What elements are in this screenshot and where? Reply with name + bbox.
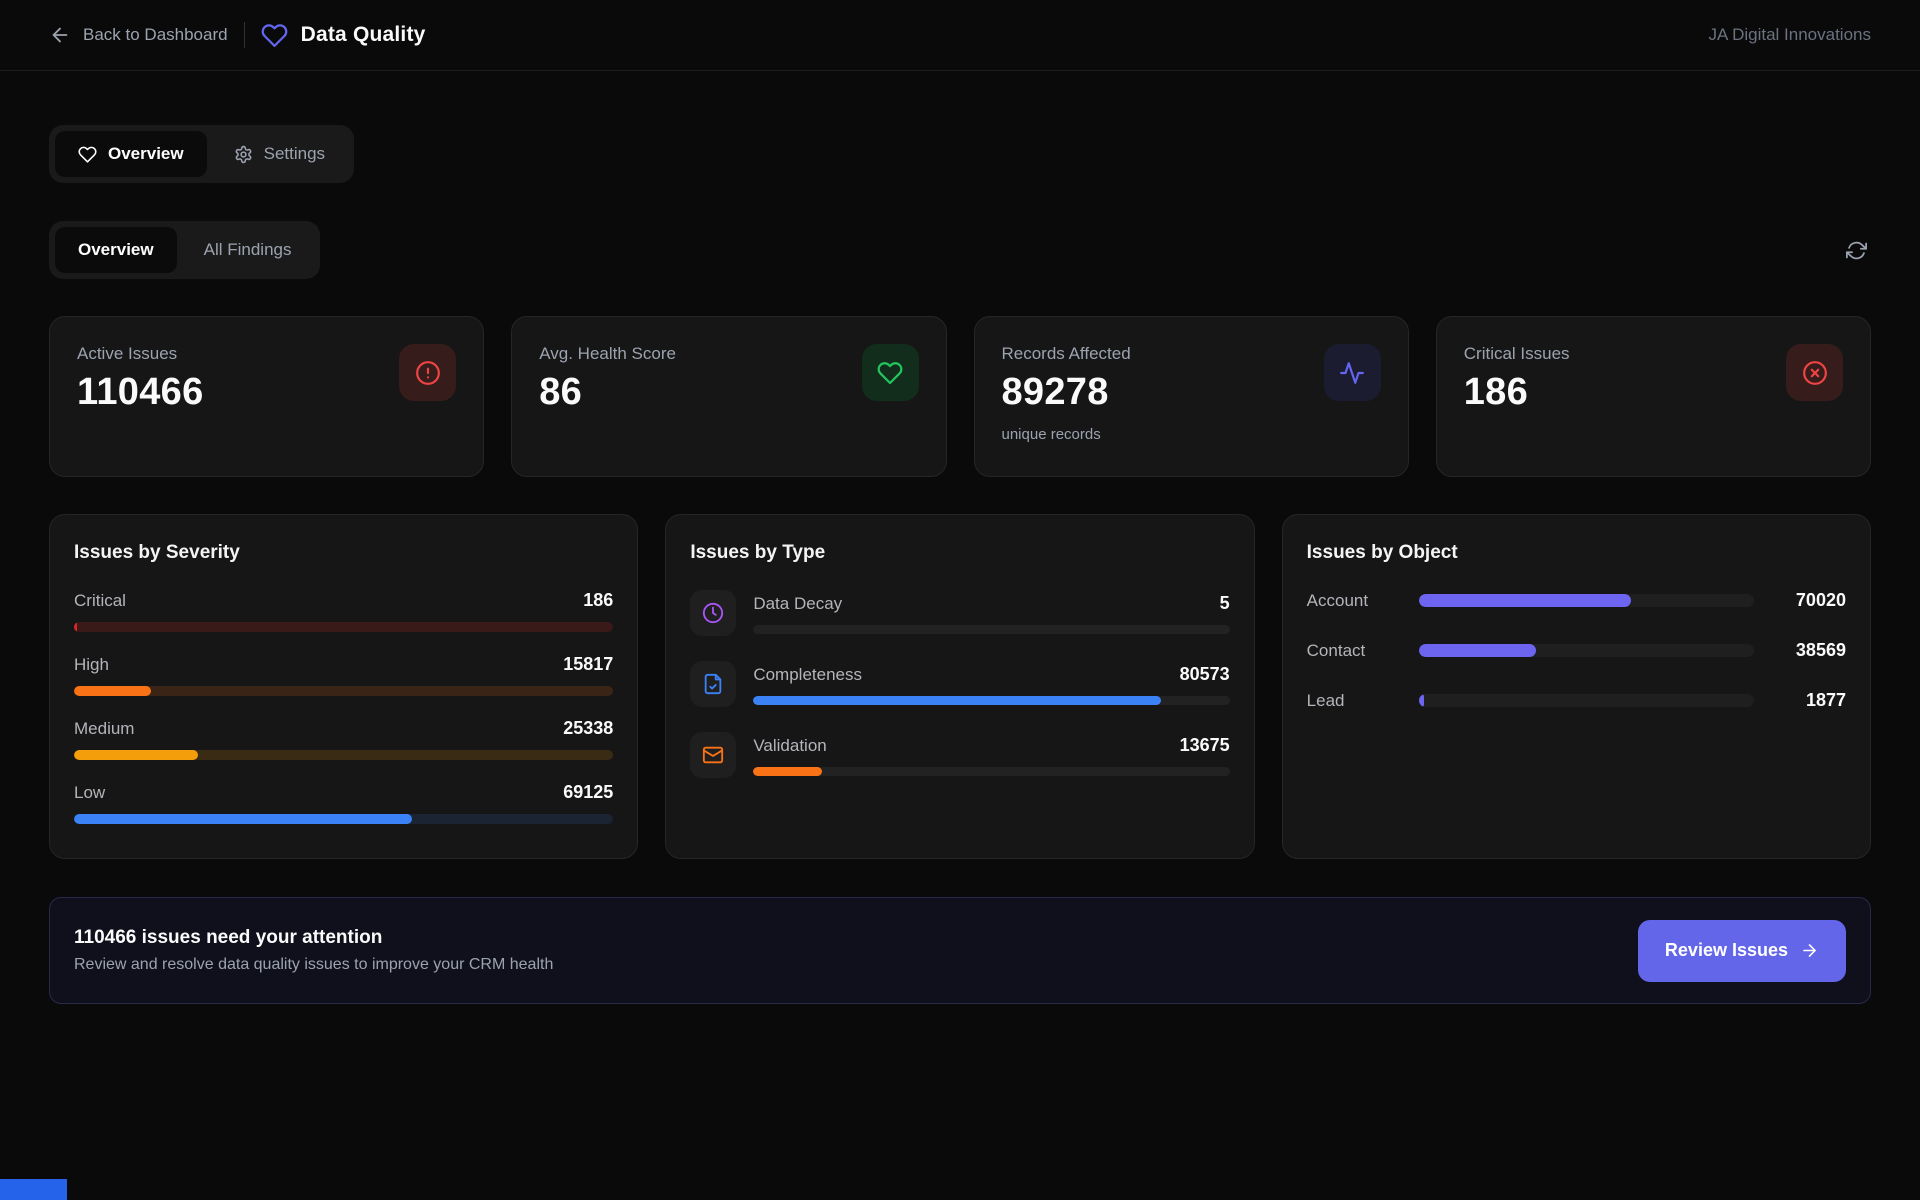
bar-fill xyxy=(74,686,151,696)
row-label: Low xyxy=(74,783,105,803)
heart-icon xyxy=(78,145,97,164)
refresh-button[interactable] xyxy=(1842,236,1871,265)
gear-icon xyxy=(234,145,253,164)
tab-all-findings[interactable]: All Findings xyxy=(181,227,315,273)
stat-card-records-affected: Records Affected 89278 unique records xyxy=(974,316,1409,477)
x-circle-icon xyxy=(1786,344,1843,401)
mail-icon xyxy=(690,732,736,778)
bar-track xyxy=(1419,594,1754,607)
tab-all-findings-label: All Findings xyxy=(204,240,292,260)
row-label: Critical xyxy=(74,591,126,611)
object-row-lead: Lead 1877 xyxy=(1307,690,1846,711)
bar-track xyxy=(753,625,1229,634)
tab-settings[interactable]: Settings xyxy=(211,131,348,177)
row-label: High xyxy=(74,655,109,675)
row-value: 38569 xyxy=(1754,640,1846,661)
bar-fill xyxy=(1419,594,1632,607)
row-value: 69125 xyxy=(563,782,613,803)
row-label: Lead xyxy=(1307,691,1419,711)
panel-title: Issues by Type xyxy=(690,542,1229,564)
header: Back to Dashboard Data Quality JA Digita… xyxy=(0,0,1920,71)
bar-fill xyxy=(1419,694,1425,707)
issues-by-severity-panel: Issues by Severity Critical 186 High 158… xyxy=(49,514,638,859)
alert-circle-icon xyxy=(399,344,456,401)
row-label: Data Decay xyxy=(753,594,842,614)
back-to-dashboard-link[interactable]: Back to Dashboard xyxy=(49,24,228,46)
clock-icon xyxy=(690,590,736,636)
row-value: 13675 xyxy=(1180,735,1230,756)
row-label: Validation xyxy=(753,736,826,756)
stat-sublabel: unique records xyxy=(1002,426,1381,443)
severity-row-medium: Medium 25338 xyxy=(74,718,613,760)
issues-by-object-panel: Issues by Object Account 70020 Contact 3… xyxy=(1282,514,1871,859)
tab-overview-label: Overview xyxy=(108,144,184,164)
arrow-left-icon xyxy=(49,24,71,46)
review-issues-button[interactable]: Review Issues xyxy=(1638,920,1846,982)
file-check-icon xyxy=(690,661,736,707)
panel-title: Issues by Object xyxy=(1307,542,1846,564)
bar-fill xyxy=(74,622,77,632)
org-name: JA Digital Innovations xyxy=(1708,25,1871,45)
arrow-right-icon xyxy=(1800,941,1819,960)
bar-track xyxy=(74,686,613,696)
heart-icon xyxy=(261,22,288,49)
primary-tab-group: Overview Settings xyxy=(49,125,354,183)
stat-card-critical-issues: Critical Issues 186 xyxy=(1436,316,1871,477)
bar-fill xyxy=(753,696,1160,705)
object-row-account: Account 70020 xyxy=(1307,590,1846,611)
heart-icon xyxy=(862,344,919,401)
secondary-tab-group: Overview All Findings xyxy=(49,221,320,279)
tab-overview-sub[interactable]: Overview xyxy=(55,227,177,273)
bar-fill xyxy=(74,750,198,760)
tab-overview[interactable]: Overview xyxy=(55,131,207,177)
row-label: Contact xyxy=(1307,641,1419,661)
panels-row: Issues by Severity Critical 186 High 158… xyxy=(49,514,1871,859)
bar-track xyxy=(74,750,613,760)
severity-row-low: Low 69125 xyxy=(74,782,613,824)
attention-banner: 110466 issues need your attention Review… xyxy=(49,897,1871,1004)
stats-row: Active Issues 110466 Avg. Health Score 8… xyxy=(49,316,1871,477)
row-value: 15817 xyxy=(563,654,613,675)
row-label: Account xyxy=(1307,591,1419,611)
tab-overview-sub-label: Overview xyxy=(78,240,154,260)
header-divider xyxy=(244,22,245,48)
type-row-data-decay: Data Decay 5 xyxy=(690,590,1229,636)
banner-title: 110466 issues need your attention xyxy=(74,927,553,949)
review-issues-label: Review Issues xyxy=(1665,940,1788,961)
bar-track xyxy=(753,696,1229,705)
bar-track xyxy=(74,814,613,824)
page-title: Data Quality xyxy=(301,23,426,47)
back-label: Back to Dashboard xyxy=(83,25,228,45)
banner-subtitle: Review and resolve data quality issues t… xyxy=(74,956,553,974)
row-value: 186 xyxy=(583,590,613,611)
object-row-contact: Contact 38569 xyxy=(1307,640,1846,661)
severity-row-critical: Critical 186 xyxy=(74,590,613,632)
row-value: 70020 xyxy=(1754,590,1846,611)
row-label: Completeness xyxy=(753,665,862,685)
bar-track xyxy=(1419,644,1754,657)
bar-track xyxy=(753,767,1229,776)
bar-fill xyxy=(753,767,822,776)
panel-title: Issues by Severity xyxy=(74,542,613,564)
bar-track xyxy=(1419,694,1754,707)
stat-card-health-score: Avg. Health Score 86 xyxy=(511,316,946,477)
issues-by-type-panel: Issues by Type Data Decay 5 xyxy=(665,514,1254,859)
type-row-validation: Validation 13675 xyxy=(690,732,1229,778)
bar-fill xyxy=(1419,644,1536,657)
row-value: 5 xyxy=(1220,593,1230,614)
bar-fill xyxy=(74,814,412,824)
refresh-icon xyxy=(1846,240,1867,261)
activity-icon xyxy=(1324,344,1381,401)
type-row-completeness: Completeness 80573 xyxy=(690,661,1229,707)
row-label: Medium xyxy=(74,719,134,739)
tab-settings-label: Settings xyxy=(264,144,325,164)
severity-row-high: High 15817 xyxy=(74,654,613,696)
stat-card-active-issues: Active Issues 110466 xyxy=(49,316,484,477)
bar-track xyxy=(74,622,613,632)
row-value: 80573 xyxy=(1180,664,1230,685)
bottom-left-accent xyxy=(0,1179,67,1200)
row-value: 1877 xyxy=(1754,690,1846,711)
row-value: 25338 xyxy=(563,718,613,739)
